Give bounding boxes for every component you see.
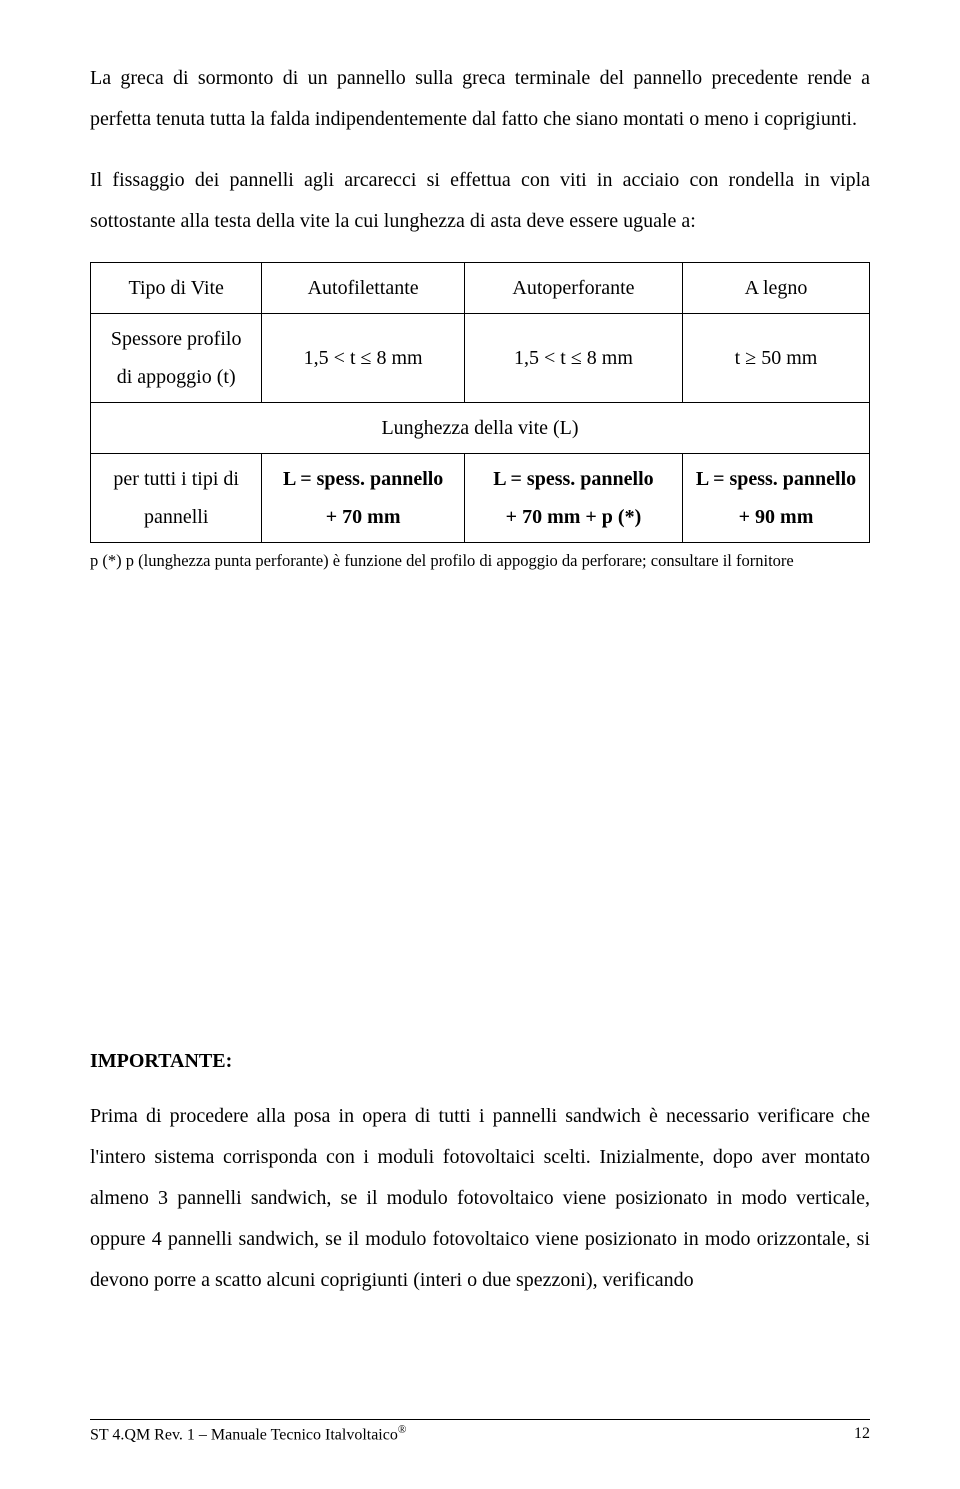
footer-left: ST 4.QM Rev. 1 – Manuale Tecnico Italvol… xyxy=(90,1424,406,1445)
cell-r4c2-line1: L = spess. pannello xyxy=(283,468,443,490)
paragraph-2: Il fissaggio dei pannelli agli arcarecci… xyxy=(90,160,870,242)
table-row-thickness: Spessore profilo di appoggio (t) 1,5 < t… xyxy=(91,314,870,403)
footer-rule xyxy=(90,1419,870,1420)
footer-left-text: ST 4.QM Rev. 1 – Manuale Tecnico Italvol… xyxy=(90,1427,398,1444)
important-section: IMPORTANTE: Prima di procedere alla posa… xyxy=(90,1041,870,1301)
cell-r1c1: Tipo di Vite xyxy=(91,263,262,314)
cell-r2c2: 1,5 < t ≤ 8 mm xyxy=(262,314,465,403)
cell-r2c1-line2: di appoggio (t) xyxy=(117,366,236,388)
cell-r4c1: per tutti i tipi di pannelli xyxy=(91,454,262,543)
cell-r3-span: Lunghezza della vite (L) xyxy=(91,403,870,454)
cell-r4c3-line1: L = spess. pannello xyxy=(493,468,653,490)
screw-length-table: Tipo di Vite Autofilettante Autoperforan… xyxy=(90,262,870,543)
table-row-length-header: Lunghezza della vite (L) xyxy=(91,403,870,454)
cell-r4c4: L = spess. pannello + 90 mm xyxy=(683,454,870,543)
cell-r1c3: Autoperforante xyxy=(464,263,682,314)
footer-reg-mark: ® xyxy=(398,1424,407,1436)
cell-r1c4: A legno xyxy=(683,263,870,314)
table-row-header: Tipo di Vite Autofilettante Autoperforan… xyxy=(91,263,870,314)
cell-r4c3-line2: + 70 mm + p (*) xyxy=(506,506,642,528)
cell-r1c2: Autofilettante xyxy=(262,263,465,314)
cell-r2c1: Spessore profilo di appoggio (t) xyxy=(91,314,262,403)
important-body: Prima di procedere alla posa in opera di… xyxy=(90,1096,870,1301)
cell-r2c1-line1: Spessore profilo xyxy=(111,328,242,350)
cell-r4c1-line2: pannelli xyxy=(144,506,208,528)
cell-r4c2-line2: + 70 mm xyxy=(326,506,401,528)
table-row-length-values: per tutti i tipi di pannelli L = spess. … xyxy=(91,454,870,543)
cell-r4c3: L = spess. pannello + 70 mm + p (*) xyxy=(464,454,682,543)
page-footer: ST 4.QM Rev. 1 – Manuale Tecnico Italvol… xyxy=(90,1419,870,1445)
cell-r4c4-line2: + 90 mm xyxy=(739,506,814,528)
cell-r2c4: t ≥ 50 mm xyxy=(683,314,870,403)
cell-r2c3: 1,5 < t ≤ 8 mm xyxy=(464,314,682,403)
document-page: La greca di sormonto di un pannello sull… xyxy=(0,0,960,1489)
cell-r4c4-line1: L = spess. pannello xyxy=(696,468,856,490)
table-footnote: p (*) p (lunghezza punta perforante) è f… xyxy=(90,551,870,571)
cell-r4c2: L = spess. pannello + 70 mm xyxy=(262,454,465,543)
footer-page-number: 12 xyxy=(854,1424,870,1445)
important-heading: IMPORTANTE: xyxy=(90,1041,870,1082)
paragraph-1: La greca di sormonto di un pannello sull… xyxy=(90,58,870,140)
cell-r4c1-line1: per tutti i tipi di xyxy=(113,468,239,490)
